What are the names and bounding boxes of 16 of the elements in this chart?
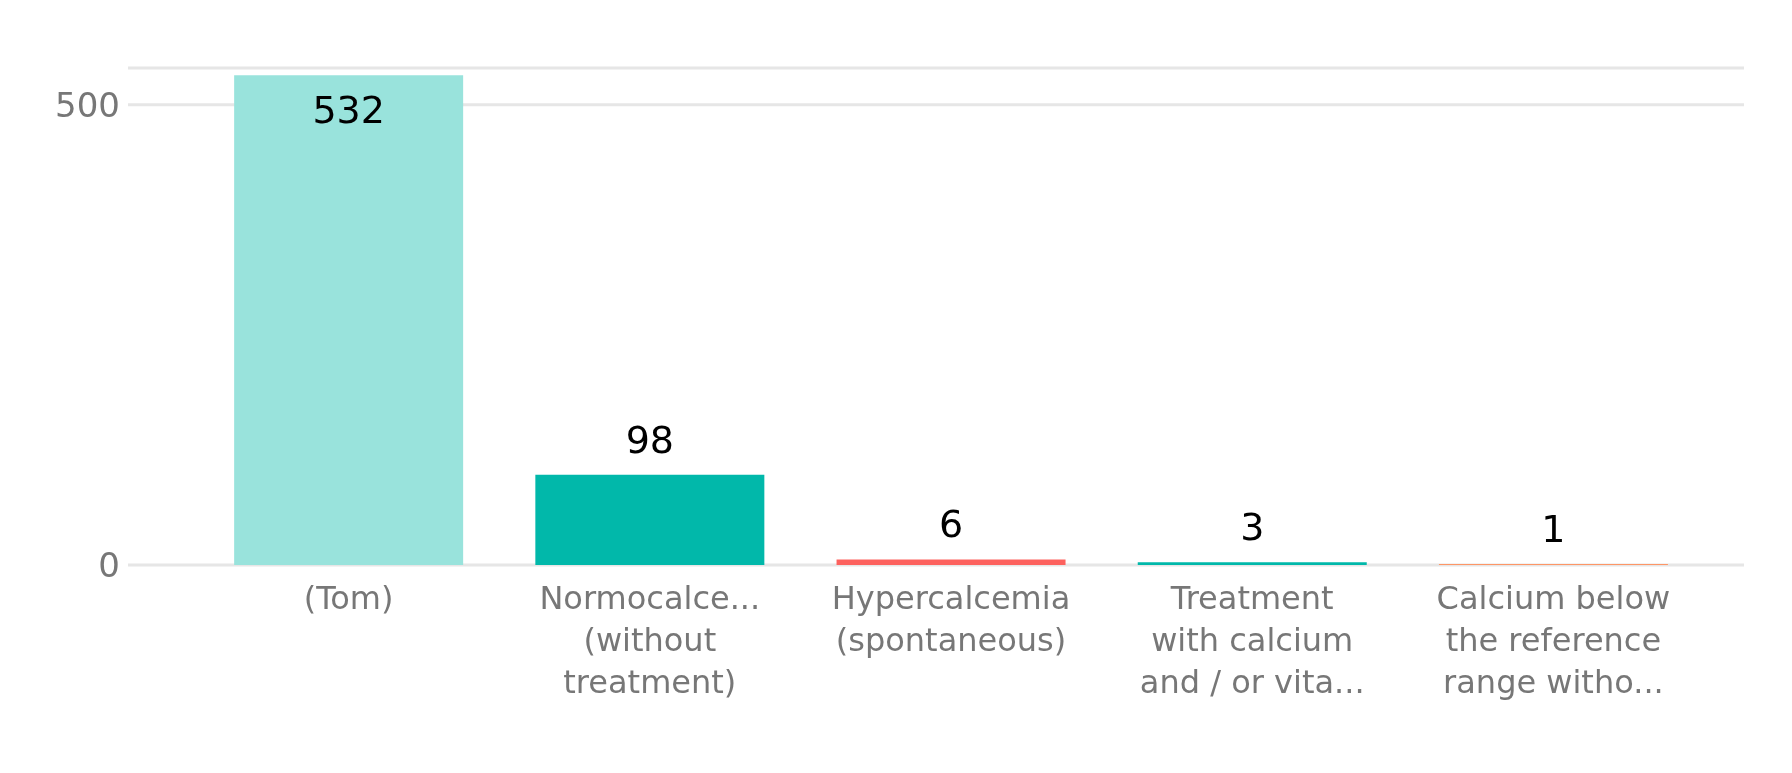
x-tick-label: Calcium below the reference range witho... xyxy=(1436,579,1671,701)
x-tick-label: (Tom) xyxy=(303,579,394,617)
data-label: 98 xyxy=(625,417,675,462)
data-label: 6 xyxy=(938,502,964,547)
x-tick-label: Normocalce... (without treatment) xyxy=(539,579,761,701)
data-label: 3 xyxy=(1240,505,1265,550)
data-label: 1 xyxy=(1541,507,1566,552)
y-tick-label: 500 xyxy=(55,84,120,125)
x-tick-label: Treatment with calcium and / or vita... xyxy=(1139,579,1365,701)
bar xyxy=(1137,562,1367,565)
bar xyxy=(234,75,464,565)
bar xyxy=(535,474,765,565)
y-tick-label: 0 xyxy=(98,545,120,586)
data-label: 532 xyxy=(312,88,385,133)
bar xyxy=(836,559,1066,565)
x-tick-label: Hypercalcemia (spontaneous) xyxy=(831,579,1071,659)
